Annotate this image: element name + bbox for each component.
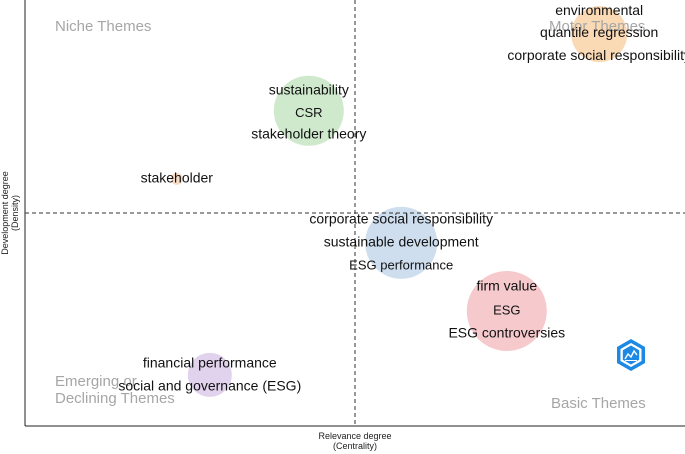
y-axis-title: Development degree xyxy=(0,171,10,255)
theme-label: ESG xyxy=(493,302,520,317)
axes-frame xyxy=(24,0,685,427)
x-axis-title: (Centrality) xyxy=(333,441,377,451)
cluster-bubble xyxy=(170,172,183,185)
quadrant-label-niche: Niche Themes xyxy=(55,18,151,35)
cluster-bubble xyxy=(571,6,628,63)
quadrant-label-motor: Motor Themes xyxy=(549,18,645,35)
theme-label: stakeholder xyxy=(141,170,214,186)
theme-label: social and governance (ESG) xyxy=(118,378,301,394)
x-axis-title: Relevance degree xyxy=(318,431,391,441)
cluster-bubble xyxy=(466,270,547,351)
theme-label-layer: sustainability CSR stakeholder theory stake… xyxy=(118,2,685,394)
quadrant-label-basic: Basic Themes xyxy=(551,395,646,412)
cluster-bubble xyxy=(273,75,344,146)
theme-label: stakeholder theory xyxy=(251,125,366,141)
quadrant-label-emerging: Emerging or xyxy=(55,373,137,390)
quadrant-label-layer: Niche Themes Motor Themes Emerging orDecli… xyxy=(55,18,646,412)
theme-label: financial performance xyxy=(143,355,277,371)
theme-label: corporate social responsibility xyxy=(507,47,685,63)
bubble-layer xyxy=(170,6,628,397)
theme-label: sustainable development xyxy=(324,234,479,250)
theme-label: firm value xyxy=(476,278,537,294)
quadrant-label-emerging: Declining Themes xyxy=(55,390,175,407)
theme-label: ESG controversies xyxy=(448,325,565,341)
theme-label: environmental xyxy=(555,2,643,18)
theme-label: CSR xyxy=(295,105,322,120)
theme-label: corporate social responsibility xyxy=(309,211,493,227)
y-axis-title: (Density) xyxy=(10,195,20,231)
cluster-bubble xyxy=(187,352,232,397)
theme-label: sustainability xyxy=(269,81,349,97)
axis-title-layer: Relevance degree(Centrality) Development … xyxy=(0,171,392,451)
theme-label: quantile regression xyxy=(540,24,658,40)
cluster-bubble xyxy=(365,206,438,279)
bibliometrix-logo-icon xyxy=(617,339,645,371)
theme-label: ESG performance xyxy=(349,257,453,272)
